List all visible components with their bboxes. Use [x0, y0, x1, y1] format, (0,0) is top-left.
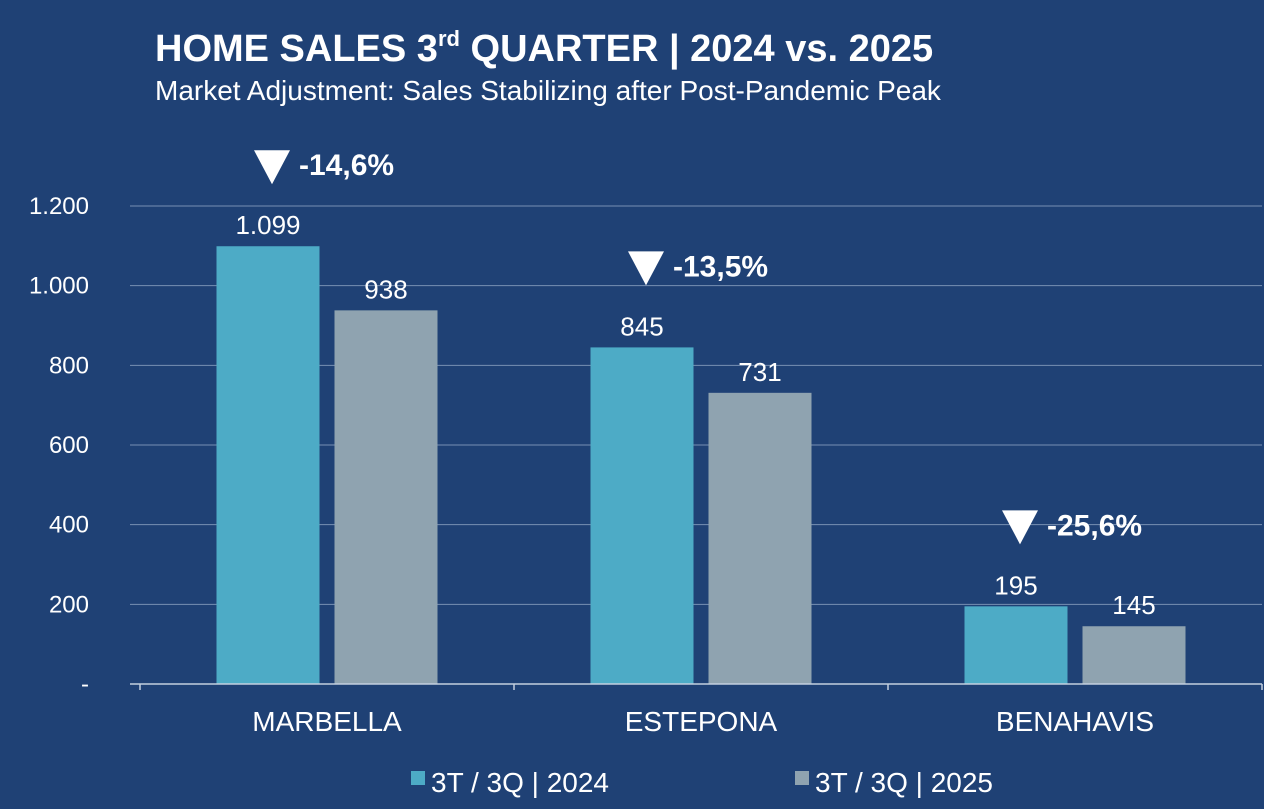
change-label: -14,6%: [299, 149, 394, 182]
bar: [590, 347, 694, 684]
category-labels: MARBELLA ESTEPONA BENAHAVIS: [252, 706, 1154, 737]
y-tick-label: 400: [49, 512, 89, 539]
data-labels: 1.099 938 845 731 195 145: [235, 210, 1155, 620]
change-label: -13,5%: [673, 250, 768, 283]
down-triangle-icon: [628, 251, 664, 286]
legend-swatch-2024: [411, 771, 425, 785]
chart-subtitle: Market Adjustment: Sales Stabilizing aft…: [155, 75, 942, 106]
data-label: 845: [620, 311, 663, 341]
down-triangle-icon: [1002, 510, 1038, 545]
chart-title: HOME SALES 3rd QUARTER | 2024 vs. 2025: [155, 26, 933, 70]
legend-label-2024: 3T / 3Q | 2024: [431, 767, 609, 798]
y-axis-ticks: - 200 400 600 800 1.000 1.200: [29, 193, 89, 698]
y-tick-label: 1.000: [29, 273, 89, 300]
bars: [216, 246, 1186, 684]
bar: [216, 246, 320, 684]
change-annotations: -14,6% -13,5% -25,6%: [254, 149, 1142, 545]
legend-label-2025: 3T / 3Q | 2025: [815, 767, 993, 798]
category-label: ESTEPONA: [625, 706, 778, 737]
legend-swatch-2025: [795, 771, 809, 785]
data-label: 1.099: [235, 210, 300, 240]
change-label: -25,6%: [1047, 509, 1142, 542]
data-label: 938: [364, 274, 407, 304]
y-tick-label: 1.200: [29, 193, 89, 220]
data-label: 731: [738, 357, 781, 387]
bar: [334, 310, 438, 684]
down-triangle-icon: [254, 150, 290, 185]
y-tick-label: 600: [49, 432, 89, 459]
y-tick-label: 200: [49, 591, 89, 618]
x-axis: [130, 683, 1263, 690]
category-label: BENAHAVIS: [996, 706, 1154, 737]
bar: [1082, 626, 1186, 684]
y-tick-label: 800: [49, 352, 89, 379]
data-label: 195: [994, 570, 1037, 600]
bar: [964, 606, 1068, 684]
y-tick-label: -: [81, 671, 89, 698]
data-label: 145: [1112, 590, 1155, 620]
legend: 3T / 3Q | 2024 3T / 3Q | 2025: [411, 767, 993, 798]
bar: [708, 392, 812, 684]
category-label: MARBELLA: [252, 706, 402, 737]
